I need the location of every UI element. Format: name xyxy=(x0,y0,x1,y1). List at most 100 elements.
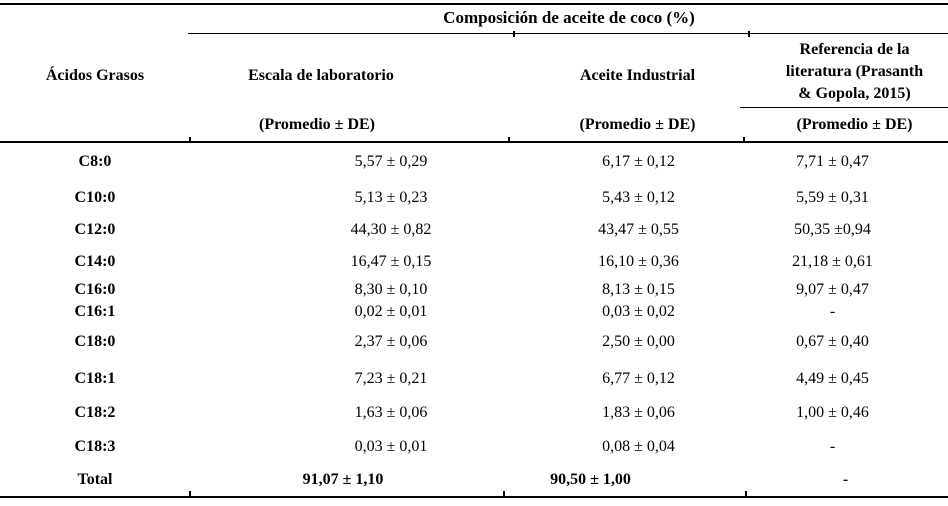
column-subheader-aceite-industrial: (Promedio ± DE) xyxy=(579,116,696,133)
lab-scale-value: 1,63 ± 0,06 xyxy=(354,404,428,421)
reference-value-cell: 0,67 ± 0,40 xyxy=(743,333,948,351)
fatty-acid-label: C18:1 xyxy=(74,369,116,387)
reference-value-cell: 21,18 ± 0,61 xyxy=(743,253,948,271)
table-row-c14-0: C14:0 16,47 ± 0,15 16,10 ± 0,36 21,18 ± 0,6… xyxy=(0,245,948,278)
reference-value: 0,67 ± 0,40 xyxy=(796,333,869,350)
industrial-value-cell: 90,50 ± 1,00 xyxy=(508,471,743,489)
industrial-value: 43,47 ± 0,55 xyxy=(598,220,679,238)
industrial-value: 16,10 ± 0,36 xyxy=(598,252,679,270)
fatty-acid-label-cell: C18:3 xyxy=(0,438,190,456)
column-header-escala-laboratorio: Escala de laboratorio xyxy=(248,67,394,84)
lab-scale-value-cell: 8,30 ± 0,10 xyxy=(190,281,508,299)
reference-header-line-1: Referencia de la xyxy=(799,41,910,58)
lab-scale-value: 0,03 ± 0,01 xyxy=(354,438,428,455)
reference-value: 50,35 ±0,94 xyxy=(794,220,871,238)
lab-scale-value: 8,30 ± 0,10 xyxy=(354,280,428,298)
lab-scale-value: 7,23 ± 0,21 xyxy=(354,369,428,387)
table-row-c12-0: C12:0 44,30 ± 0,82 43,47 ± 0,55 50,35 ±0,94 xyxy=(0,214,948,245)
column-border-tick xyxy=(743,137,745,143)
reference-value: 1,00 ± 0,46 xyxy=(796,404,869,421)
fatty-acid-label: Total xyxy=(77,471,113,488)
fatty-acid-label: C12:0 xyxy=(74,220,116,238)
reference-value-cell: - xyxy=(743,438,948,456)
table-bottom-rule xyxy=(0,496,948,498)
fatty-acid-label-cell: C16:1 xyxy=(0,303,190,321)
fatty-acid-label: C18:3 xyxy=(74,438,116,455)
industrial-value: 1,83 ± 0,06 xyxy=(602,404,675,421)
industrial-value: 8,13 ± 0,15 xyxy=(602,280,675,298)
table-row-c18-2: C18:2 1,63 ± 0,06 1,83 ± 0,06 1,00 ± 0,46 xyxy=(0,396,948,430)
table-row-total: Total 91,07 ± 1,10 90,50 ± 1,00 - xyxy=(0,464,948,496)
fatty-acid-label: C16:0 xyxy=(74,280,116,298)
lab-scale-value-cell: 44,30 ± 0,82 xyxy=(190,221,508,239)
lab-scale-value: 5,57 ± 0,29 xyxy=(354,153,428,170)
title-underline-rule xyxy=(188,33,948,34)
lab-scale-value: 91,07 ± 1,10 xyxy=(302,471,384,488)
industrial-value: 2,50 ± 0,00 xyxy=(602,333,675,350)
fatty-acid-label: C18:0 xyxy=(74,333,116,350)
fatty-acid-label-cell: C8:0 xyxy=(0,153,190,171)
table-row-c16-0: C16:0 8,30 ± 0,10 8,13 ± 0,15 9,07 ± 0,47 xyxy=(0,278,948,301)
column-subheader-escala-laboratorio: (Promedio ± DE) xyxy=(258,116,376,133)
table-body: C8:0 5,57 ± 0,29 6,17 ± 0,12 7,71 ± 0,47 C10… xyxy=(0,143,948,496)
lab-scale-value-cell: 0,02 ± 0,01 xyxy=(190,303,508,321)
industrial-value-cell: 0,03 ± 0,02 xyxy=(508,303,743,321)
table-row-c18-1: C18:1 7,23 ± 0,21 6,77 ± 0,12 4,49 ± 0,45 xyxy=(0,361,948,396)
reference-value: 4,49 ± 0,45 xyxy=(796,369,869,387)
fatty-acid-label-cell: C18:0 xyxy=(0,333,190,351)
reference-value: 21,18 ± 0,61 xyxy=(792,252,873,270)
reference-value-cell: 7,71 ± 0,47 xyxy=(743,153,948,171)
industrial-value: 6,77 ± 0,12 xyxy=(602,369,675,387)
column-border-tick xyxy=(503,491,505,497)
fatty-acid-label-cell: C14:0 xyxy=(0,253,190,271)
fatty-acid-label-cell: C16:0 xyxy=(0,281,190,299)
industrial-value-cell: 1,83 ± 0,06 xyxy=(508,404,743,422)
table-top-rule xyxy=(0,3,948,5)
column-border-tick xyxy=(513,31,515,37)
lab-scale-value: 16,47 ± 0,15 xyxy=(350,252,432,270)
industrial-value: 5,43 ± 0,12 xyxy=(602,188,675,206)
reference-value-cell: - xyxy=(743,471,948,489)
industrial-value-cell: 8,13 ± 0,15 xyxy=(508,281,743,299)
lab-scale-value-cell: 2,37 ± 0,06 xyxy=(190,333,508,351)
lab-scale-value: 0,02 ± 0,01 xyxy=(354,303,428,320)
reference-header-line-2: literatura (Prasanth xyxy=(785,63,924,80)
reference-value: - xyxy=(829,303,836,320)
industrial-value-cell: 0,08 ± 0,04 xyxy=(508,438,743,456)
fatty-acid-label: C10:0 xyxy=(74,188,116,206)
lab-scale-value-cell: 5,57 ± 0,29 xyxy=(190,153,508,171)
fatty-acid-label: C14:0 xyxy=(74,252,116,270)
lab-scale-value-cell: 0,03 ± 0,01 xyxy=(190,438,508,456)
table-row-c10-0: C10:0 5,13 ± 0,23 5,43 ± 0,12 5,59 ± 0,31 xyxy=(0,181,948,214)
fatty-acid-label-cell: C10:0 xyxy=(0,189,190,207)
industrial-value: 0,08 ± 0,04 xyxy=(602,438,675,455)
column-border-tick xyxy=(189,491,191,497)
lab-scale-value: 44,30 ± 0,82 xyxy=(350,220,432,238)
reference-value: 7,71 ± 0,47 xyxy=(796,153,869,170)
lab-scale-value: 5,13 ± 0,23 xyxy=(354,188,428,206)
column-border-tick xyxy=(748,31,750,37)
header-body-rule xyxy=(0,141,948,143)
reference-value: - xyxy=(842,471,849,488)
column-border-tick xyxy=(189,137,191,143)
column-border-tick xyxy=(508,137,510,143)
column-subheader-referencia-literatura: (Promedio ± DE) xyxy=(796,116,913,133)
reference-value-cell: 1,00 ± 0,46 xyxy=(743,404,948,422)
table-row-c18-3: C18:3 0,03 ± 0,01 0,08 ± 0,04 - xyxy=(0,430,948,464)
lab-scale-value-cell: 16,47 ± 0,15 xyxy=(190,253,508,271)
fatty-acid-label: C16:1 xyxy=(74,303,116,320)
column-header-acidos-grasos: Ácidos Grasos xyxy=(45,67,145,84)
industrial-value-cell: 16,10 ± 0,36 xyxy=(508,253,743,271)
industrial-value-cell: 2,50 ± 0,00 xyxy=(508,333,743,351)
industrial-value-cell: 6,17 ± 0,12 xyxy=(508,153,743,171)
reference-value: 5,59 ± 0,31 xyxy=(796,188,869,206)
industrial-value-cell: 43,47 ± 0,55 xyxy=(508,221,743,239)
reference-header-line-3: & Gopola, 2015) xyxy=(798,85,911,102)
fatty-acid-label: C18:2 xyxy=(74,404,116,421)
column-header-referencia-literatura: Referencia de la literatura (Prasanth & … xyxy=(752,39,948,105)
table-row-c18-0: C18:0 2,37 ± 0,06 2,50 ± 0,00 0,67 ± 0,40 xyxy=(0,323,948,361)
table-row-c8-0: C8:0 5,57 ± 0,29 6,17 ± 0,12 7,71 ± 0,47 xyxy=(0,143,948,181)
industrial-value-cell: 5,43 ± 0,12 xyxy=(508,189,743,207)
column-header-aceite-industrial: Aceite Industrial xyxy=(579,67,696,84)
lab-scale-value-cell: 7,23 ± 0,21 xyxy=(190,370,508,388)
